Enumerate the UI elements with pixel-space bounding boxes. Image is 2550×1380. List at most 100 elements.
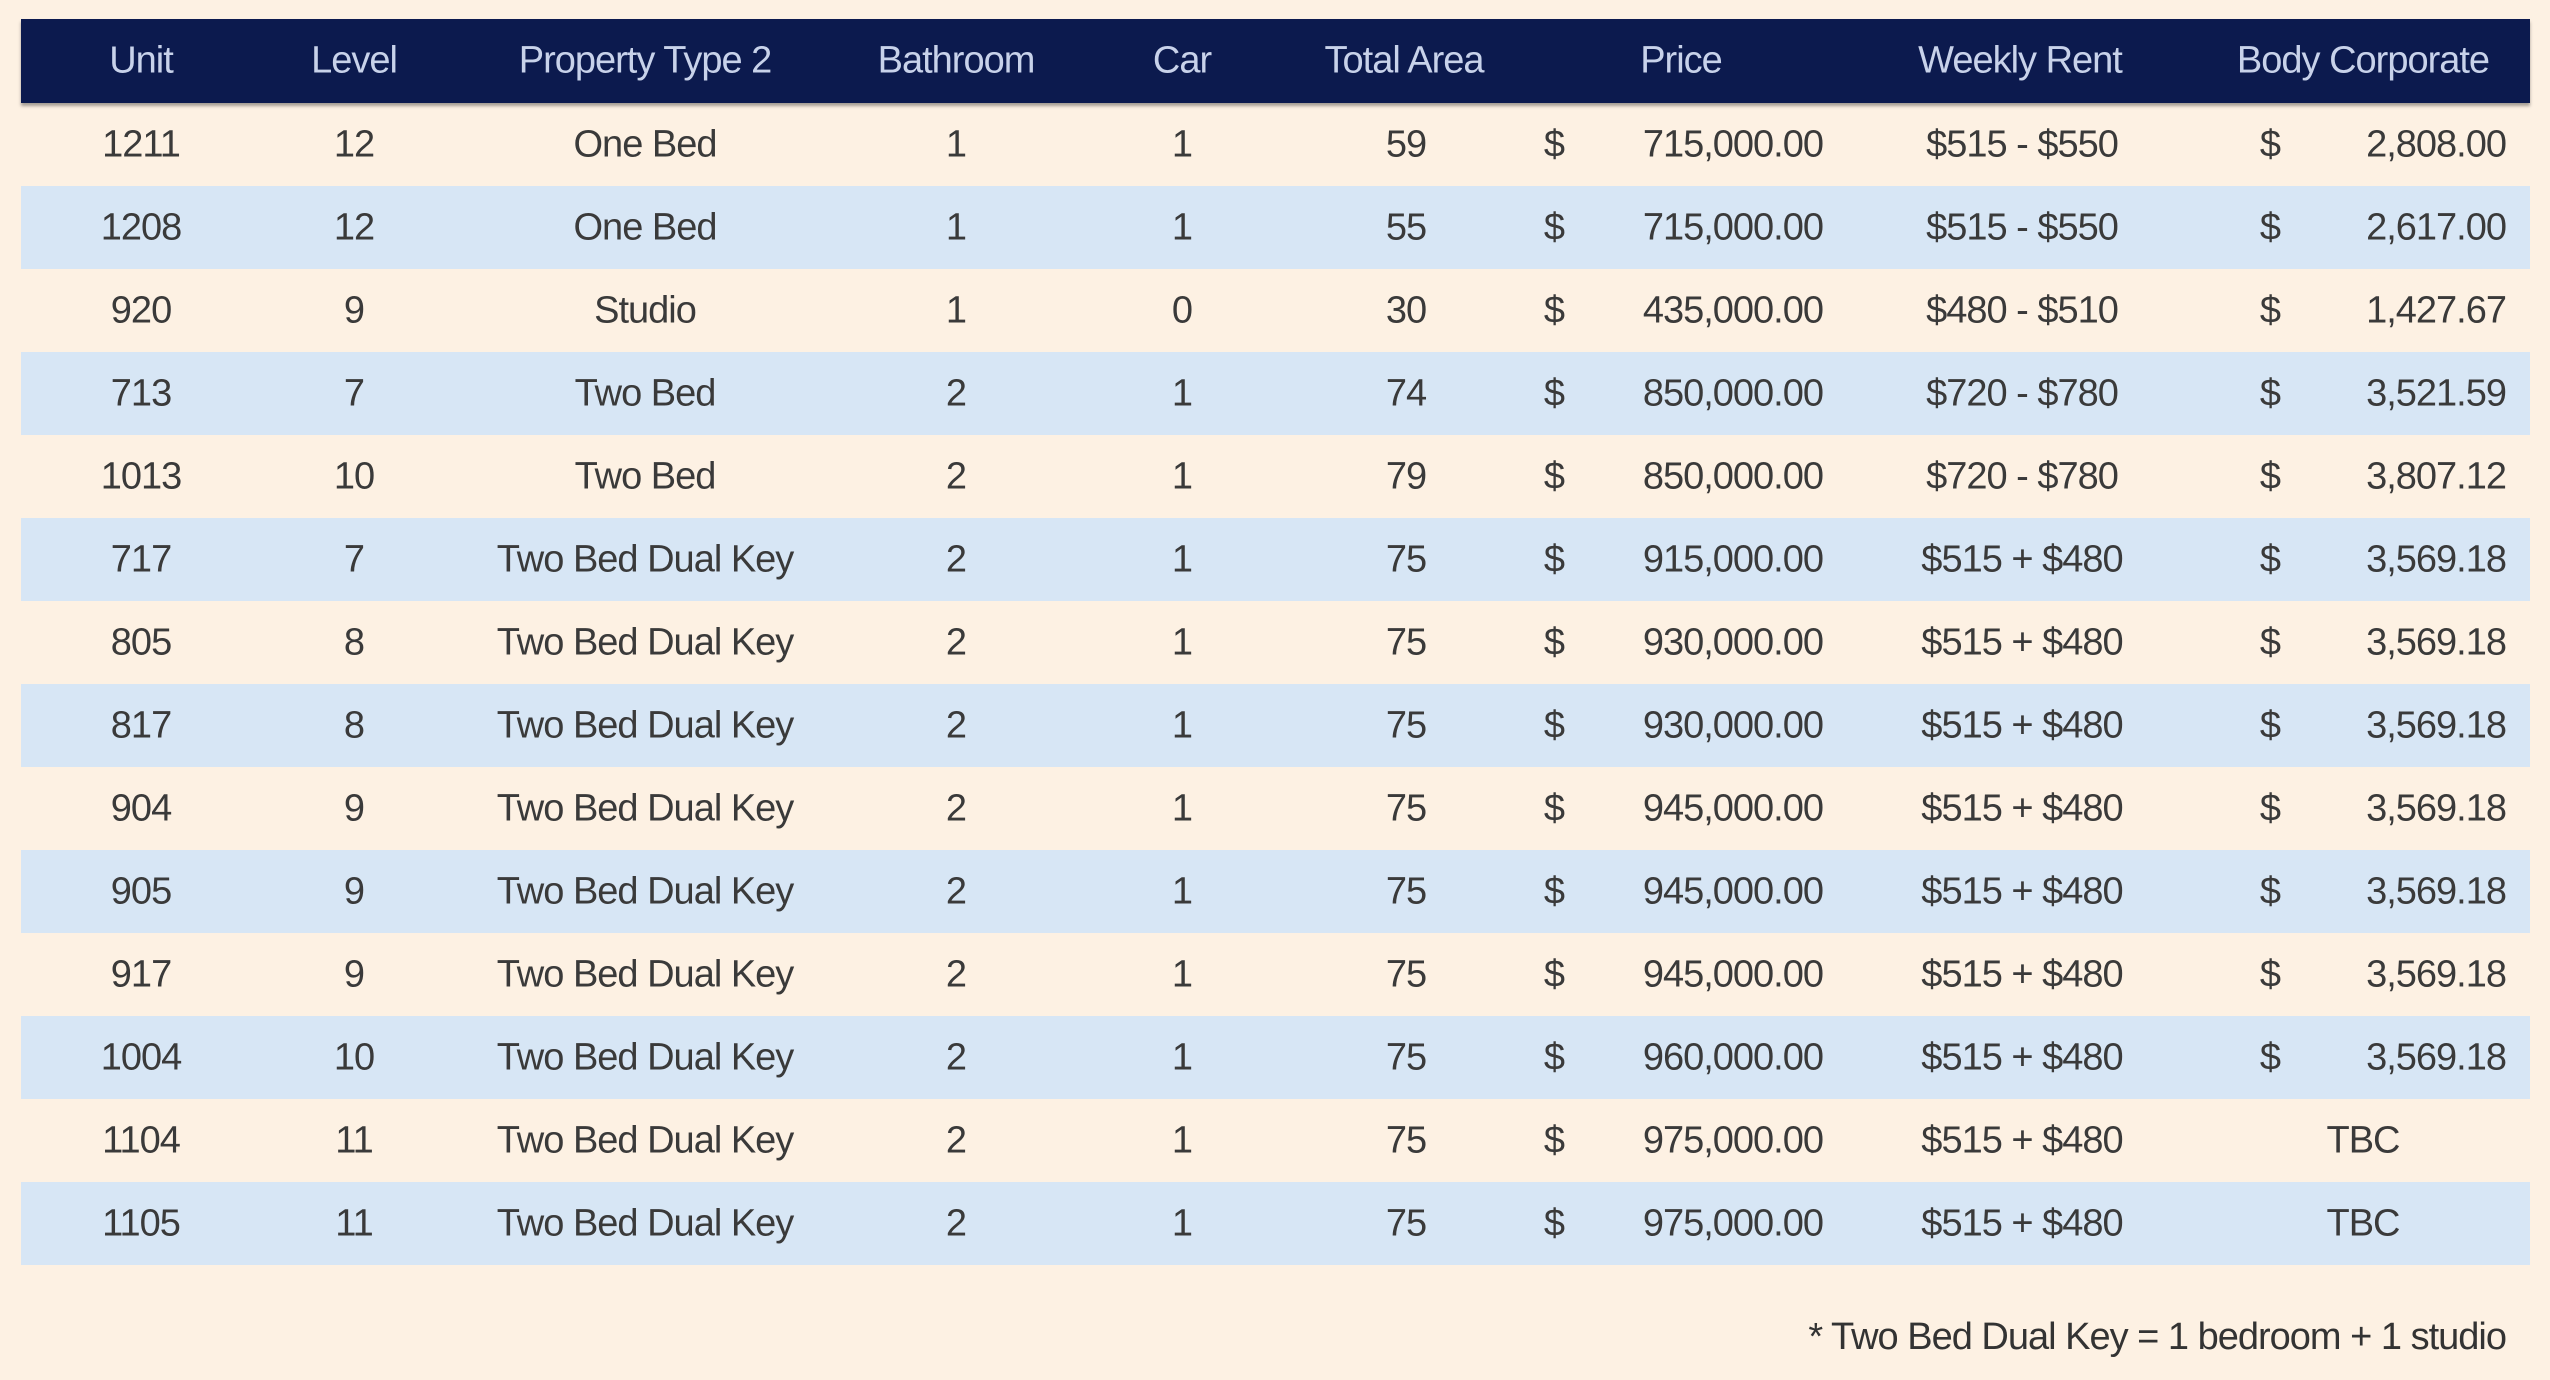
cell-level: 9 [343,870,365,912]
cell-bath: 2 [945,870,967,912]
cell-bath: 1 [945,123,967,165]
cell-unit: 1013 [100,455,183,497]
cell-price-sym: $ [1543,953,1565,995]
header-car: Car [1152,39,1212,82]
cell-type: Two Bed Dual Key [496,953,795,995]
cell-bath: 2 [945,1119,967,1161]
cell-level: 8 [343,621,365,663]
cell-level: 9 [343,289,365,331]
cell-rent: $515 + $480 [1921,1119,2123,1161]
cell-unit: 1211 [102,123,181,165]
cell-bath: 1 [945,289,967,331]
cell-bc-sym: $ [2259,123,2281,165]
cell-bc-sym: $ [2259,787,2281,829]
cell-type: Two Bed Dual Key [496,870,795,912]
header-bathroom: Bathroom [877,39,1036,82]
cell-price: 850,000.00 [1642,372,1824,414]
cell-price: 975,000.00 [1642,1202,1824,1244]
cell-area: 75 [1385,1202,1427,1244]
cell-price-sym: $ [1543,621,1565,663]
cell-area: 75 [1385,538,1427,580]
cell-type: Two Bed [574,372,717,414]
cell-bc: 3,569.18 [2366,704,2507,746]
cell-price-sym: $ [1543,1036,1565,1078]
cell-price: 930,000.00 [1642,621,1824,663]
cell-bath: 2 [945,538,967,580]
cell-rent: $515 + $480 [1921,953,2123,995]
cell-level: 11 [335,1119,373,1161]
cell-unit: 1208 [100,206,183,248]
cell-level: 12 [333,206,375,248]
header-body-corporate: Body Corporate [2236,39,2490,82]
cell-bc: 2,617.00 [2366,206,2507,248]
cell-price: 945,000.00 [1642,787,1824,829]
cell-type: Studio [594,289,697,331]
table-header: Unit Level Property Type 2 Bathroom Car … [21,19,2530,103]
cell-price: 975,000.00 [1642,1119,1824,1161]
cell-unit: 1004 [100,1036,183,1078]
cell-area: 75 [1385,953,1427,995]
cell-type: Two Bed Dual Key [496,1036,795,1078]
cell-price: 930,000.00 [1642,704,1824,746]
cell-car: 1 [1171,372,1193,414]
cell-car: 1 [1171,1202,1193,1244]
cell-bc: 3,569.18 [2366,787,2507,829]
cell-type: Two Bed Dual Key [496,538,795,580]
cell-unit: 904 [110,787,172,829]
cell-area: 75 [1385,870,1427,912]
table-row: 1105 11 Two Bed Dual Key 2 1 75 $975,000.00 $51… [21,1182,2530,1265]
header-price: Price [1640,39,1723,82]
cell-rent: $515 - $550 [1926,206,2119,248]
cell-area: 30 [1385,289,1427,331]
cell-price: 850,000.00 [1642,455,1824,497]
cell-area: 75 [1385,704,1427,746]
cell-price-sym: $ [1543,704,1565,746]
cell-rent: $515 + $480 [1921,870,2123,912]
table-row: 904 9 Two Bed Dual Key 2 1 75 $945,000.00 $515 … [21,767,2530,850]
table-row: 1211 12 One Bed 1 1 59 $715,000.00 $515 - $550 $… [21,103,2530,186]
cell-bath: 2 [945,455,967,497]
cell-bc-sym: $ [2259,870,2281,912]
cell-level: 7 [343,538,365,580]
cell-rent: $720 - $780 [1926,455,2119,497]
cell-type: Two Bed Dual Key [496,787,795,829]
cell-rent: $515 + $480 [1921,538,2123,580]
cell-level: 10 [333,1036,375,1078]
cell-area: 79 [1385,455,1427,497]
cell-area: 75 [1385,1119,1427,1161]
cell-unit: 717 [110,538,172,580]
cell-rent: $515 - $550 [1926,123,2119,165]
cell-car: 0 [1171,289,1193,331]
cell-level: 7 [343,372,365,414]
cell-bath: 2 [945,787,967,829]
cell-rent: $515 + $480 [1921,704,2123,746]
cell-level: 11 [335,1202,373,1244]
table-row: 805 8 Two Bed Dual Key 2 1 75 $930,000.00 $515 … [21,601,2530,684]
cell-price: 915,000.00 [1642,538,1824,580]
cell-bc-sym: $ [2259,538,2281,580]
header-unit: Unit [109,39,174,82]
cell-price-sym: $ [1543,455,1565,497]
cell-bc: 3,569.18 [2366,870,2507,912]
cell-bc: 3,569.18 [2366,538,2507,580]
table-row: 1013 10 Two Bed 2 1 79 $850,000.00 $720 - $780 $… [21,435,2530,518]
cell-price-sym: $ [1543,289,1565,331]
footnote: * Two Bed Dual Key = 1 bedroom + 1 studi… [1808,1316,2507,1358]
cell-level: 10 [333,455,375,497]
cell-unit: 805 [110,621,172,663]
cell-bc-sym: $ [2259,455,2281,497]
table-row: 905 9 Two Bed Dual Key 2 1 75 $945,000.00 $515 … [21,850,2530,933]
cell-bc-sym: $ [2259,704,2281,746]
cell-price-sym: $ [1543,1119,1565,1161]
cell-bc-sym: $ [2259,372,2281,414]
cell-bath: 2 [945,372,967,414]
cell-bc: 3,569.18 [2366,953,2507,995]
cell-type: One Bed [573,206,718,248]
cell-car: 1 [1171,123,1193,165]
cell-unit: 817 [110,704,172,746]
cell-car: 1 [1171,455,1193,497]
header-weekly-rent: Weekly Rent [1918,39,2123,82]
cell-bc-sym: $ [2259,206,2281,248]
cell-car: 1 [1171,870,1193,912]
cell-type: Two Bed Dual Key [496,1119,795,1161]
